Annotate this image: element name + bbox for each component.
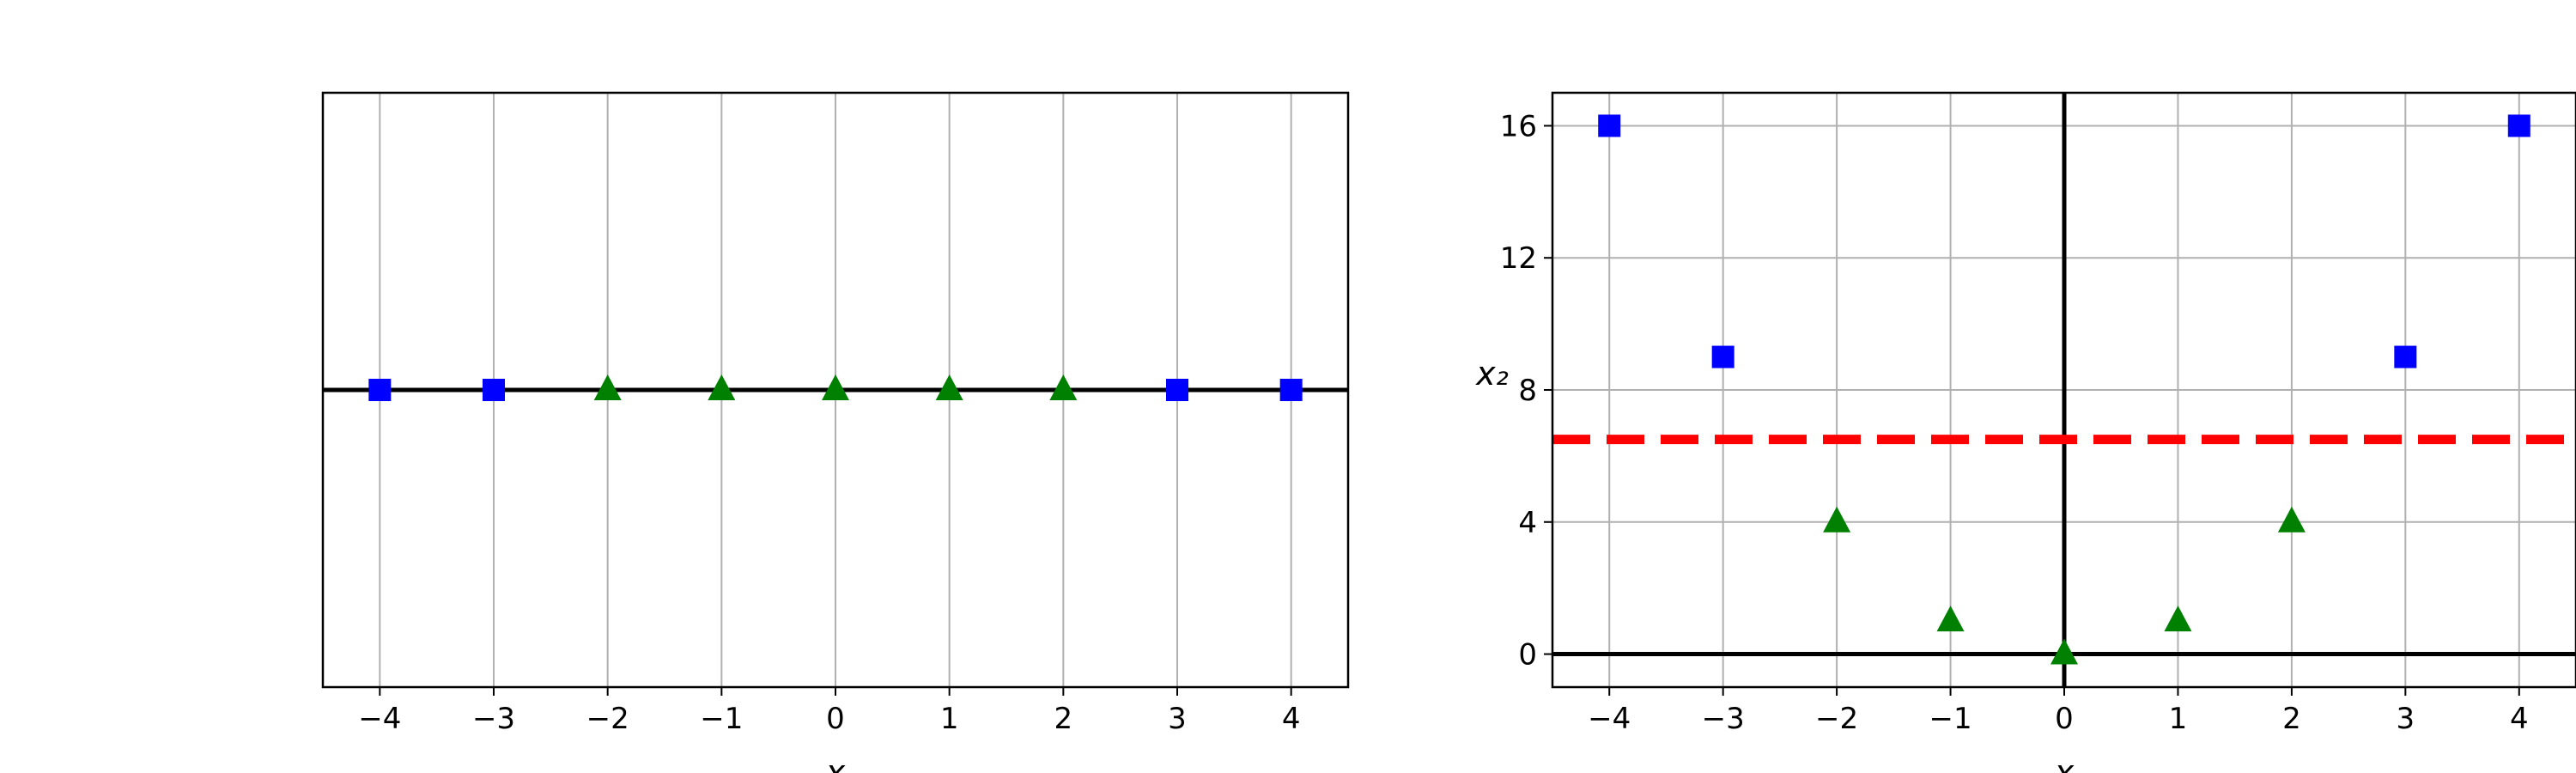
square-marker — [1279, 379, 1303, 401]
square-marker — [483, 379, 505, 401]
plot-area — [1552, 93, 2576, 687]
square-marker — [368, 379, 392, 401]
x-tick-label: −3 — [1702, 702, 1745, 736]
y-tick-label: 12 — [1500, 241, 1537, 276]
triangle-marker — [708, 374, 736, 400]
triangle-marker — [2277, 506, 2306, 533]
x-tick-label: 0 — [826, 702, 845, 736]
panel-1d-feature: −4 −3 −2 −1 0 1 2 3 4 x — [321, 91, 1350, 773]
x-tick-label: −1 — [1929, 702, 1971, 736]
square-marker — [1598, 114, 1621, 137]
x-tick-label: 2 — [1054, 702, 1073, 736]
triangle-marker — [2164, 606, 2192, 632]
y-tick-label: 8 — [1518, 374, 1537, 408]
x-tick-label: −2 — [1815, 702, 1858, 736]
x-tick-label: 3 — [2397, 702, 2415, 736]
square-marker — [2394, 345, 2417, 368]
y-tick-label: 16 — [1500, 109, 1537, 143]
x-tick-label: 0 — [2055, 702, 2074, 736]
x-axis-label: x — [825, 753, 846, 773]
x-tick-label: −1 — [700, 702, 743, 736]
triangle-marker — [935, 374, 963, 400]
x-tick-label: −2 — [586, 702, 629, 736]
triangle-marker — [1936, 606, 1965, 632]
y-tick-label: 4 — [1518, 506, 1537, 540]
x-tick-label: −4 — [358, 702, 401, 736]
x-tick-label: −4 — [1588, 702, 1631, 736]
x-tick-label: 4 — [2510, 702, 2529, 736]
square-marker — [2507, 114, 2530, 137]
triangle-marker — [822, 374, 849, 400]
x-tick-label: −3 — [472, 702, 515, 736]
x-tick-label: 2 — [2282, 702, 2301, 736]
triangle-marker — [2050, 638, 2078, 665]
x-tick-label: 3 — [1168, 702, 1187, 736]
x-tick-label: 4 — [1282, 702, 1301, 736]
square-marker — [1711, 345, 1735, 368]
x-tick-label: 1 — [2169, 702, 2188, 736]
triangle-marker — [593, 374, 622, 400]
y-tick-label: 0 — [1518, 638, 1537, 673]
square-marker — [1166, 379, 1188, 401]
x-axis-label: x — [2054, 753, 2075, 773]
triangle-marker — [1049, 374, 1078, 400]
triangle-marker — [1823, 506, 1851, 533]
y-axis-label: x₂ — [1475, 355, 1509, 393]
x-tick-label: 1 — [940, 702, 959, 736]
